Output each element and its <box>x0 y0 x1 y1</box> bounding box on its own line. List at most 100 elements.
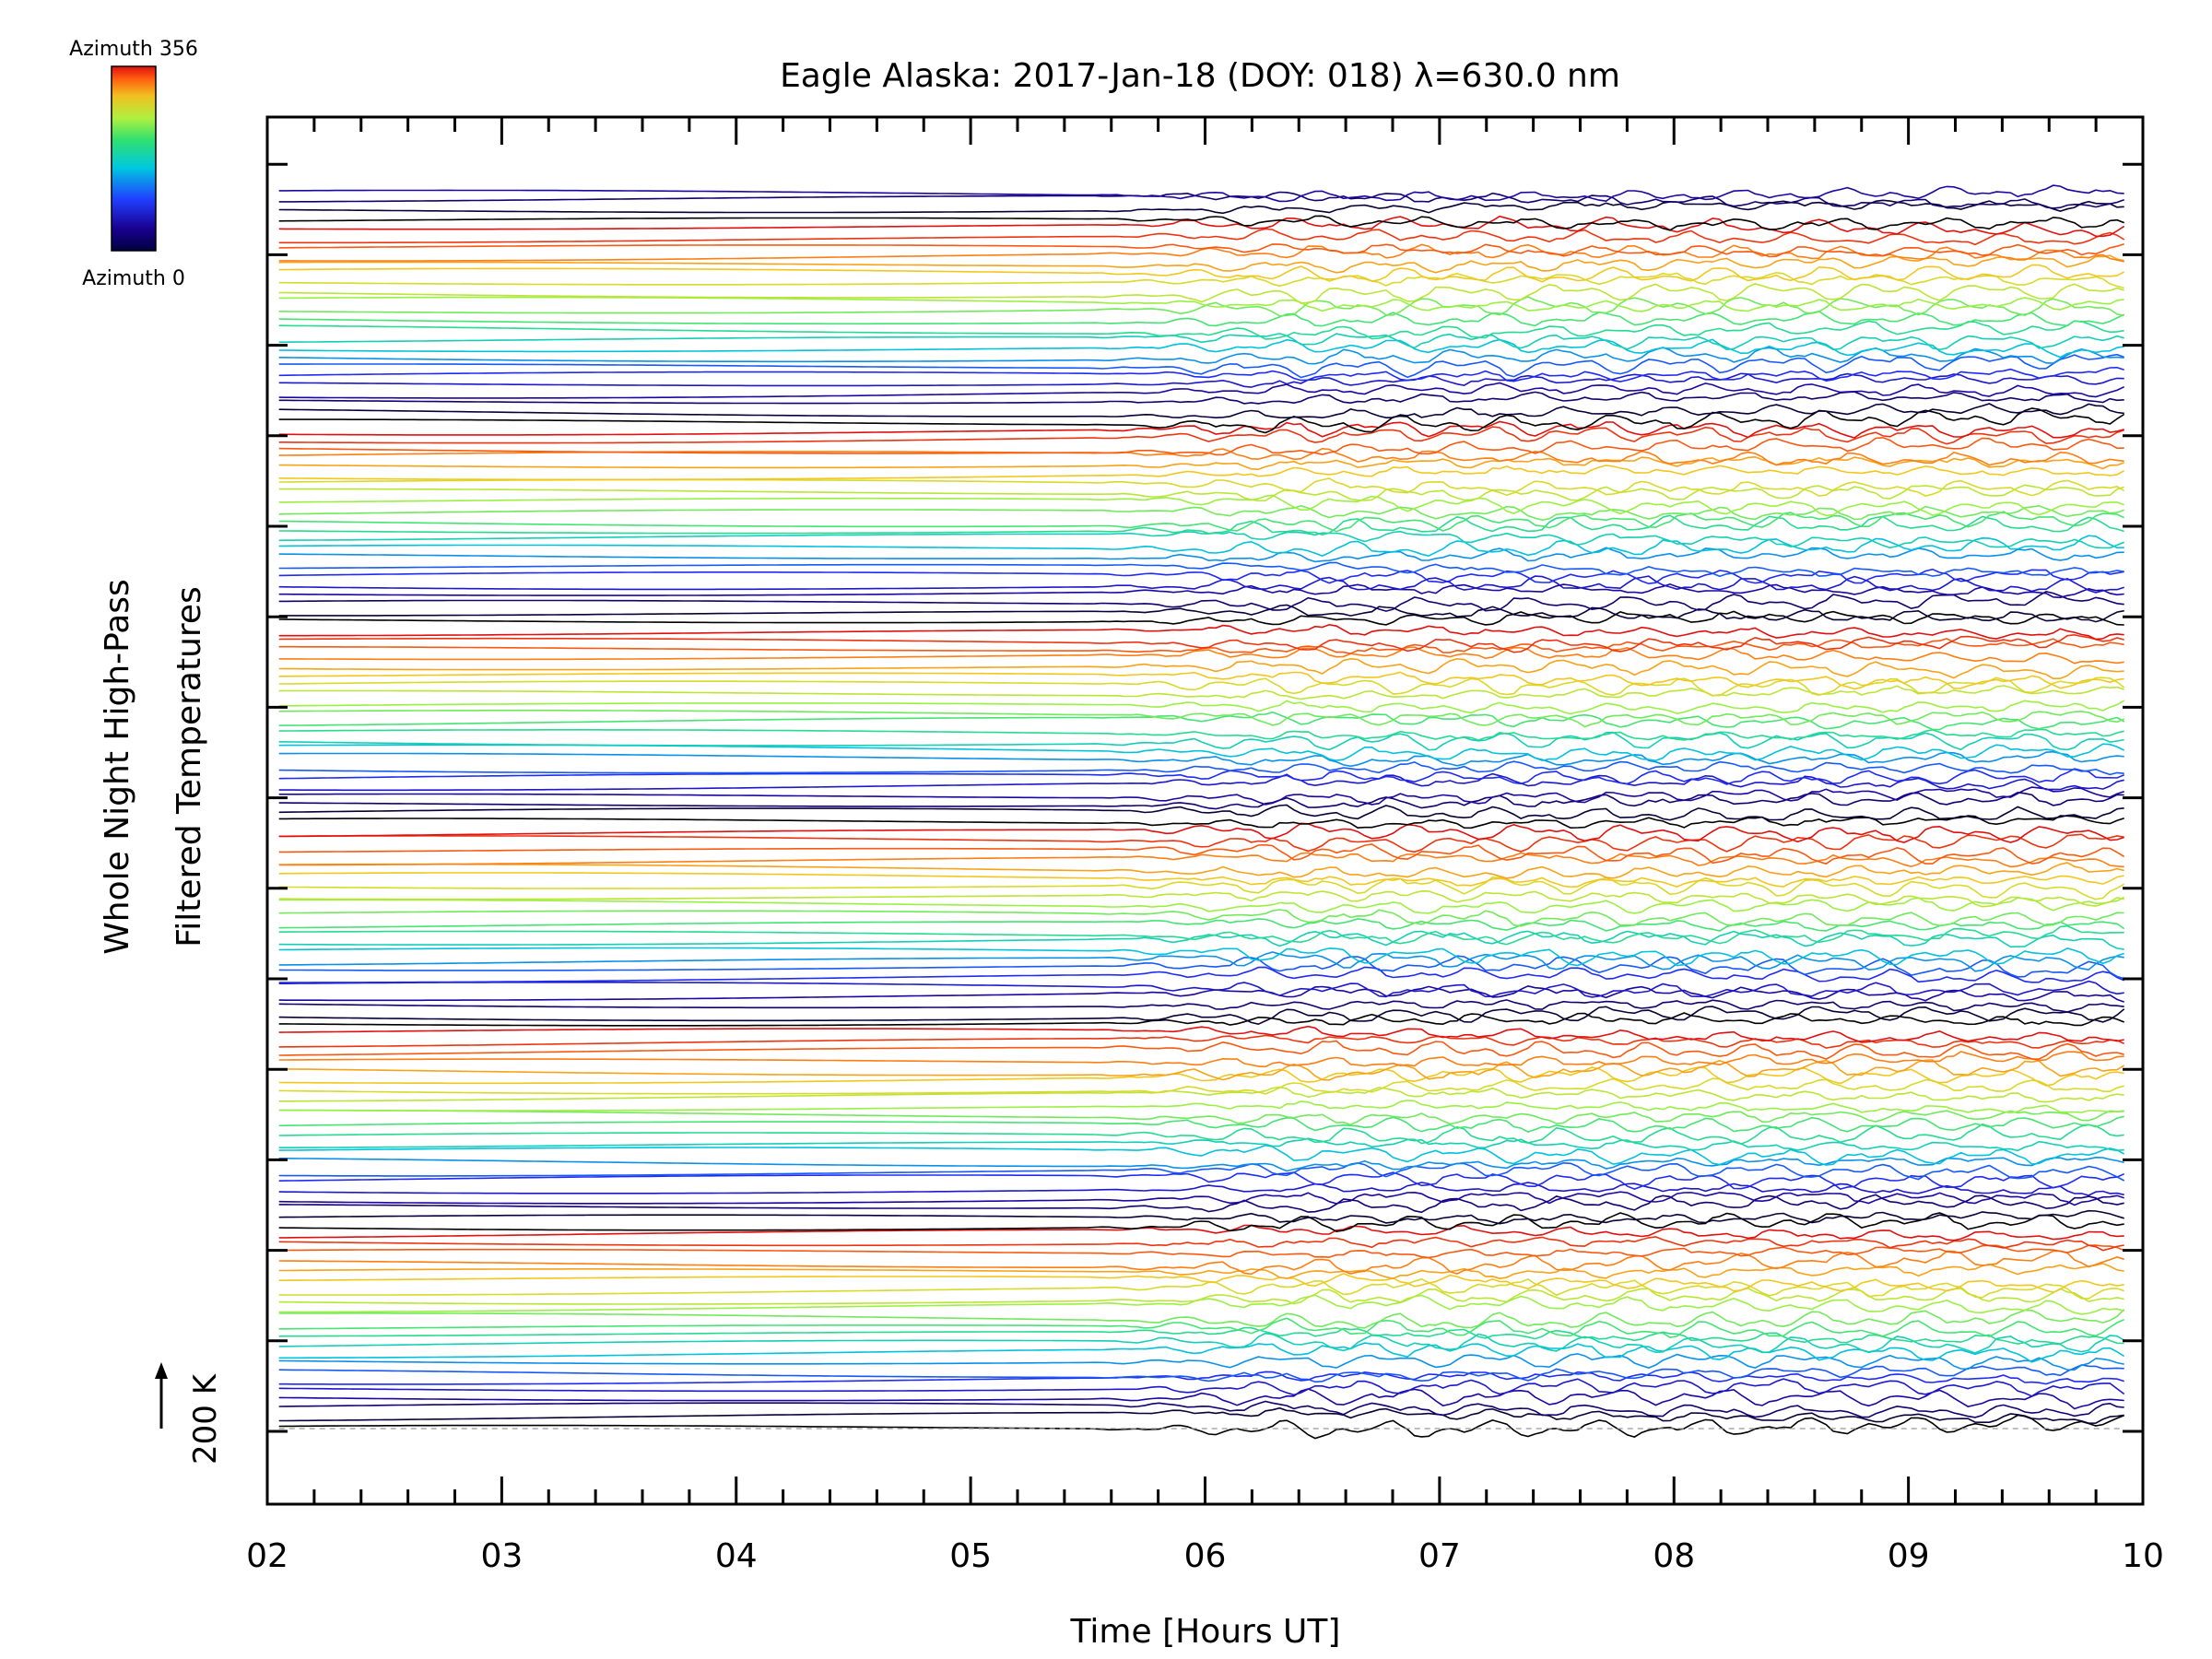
series-line <box>278 426 2124 445</box>
series-line <box>278 1066 2124 1087</box>
series-line <box>278 403 2124 419</box>
x-tick-label: 02 <box>246 1537 288 1575</box>
series-line <box>278 590 2124 612</box>
series-line <box>278 504 2124 522</box>
series-line <box>278 465 2125 481</box>
series-line <box>278 271 2124 289</box>
series-line <box>278 568 2124 585</box>
series-line <box>278 604 2124 623</box>
series-line <box>278 353 2124 379</box>
y-axis-label-line2: Filtered Temperatures <box>171 586 208 947</box>
scale-label: 200 K <box>187 1372 224 1465</box>
series-line <box>278 1244 2125 1259</box>
y-axis-label-line1: Whole Night High-Pass <box>99 579 136 955</box>
series-line <box>278 804 2124 821</box>
series-line <box>278 1137 2124 1152</box>
series-line <box>278 242 2124 258</box>
x-tick-label: 06 <box>1184 1537 1227 1575</box>
series-line <box>278 1194 2124 1214</box>
series-line <box>278 924 2124 946</box>
series-line <box>278 772 2124 792</box>
series-line <box>278 768 2125 785</box>
series-line <box>278 391 2124 405</box>
series-line <box>278 1277 2124 1300</box>
series-line <box>278 1273 2124 1294</box>
series-line <box>278 283 2124 304</box>
series-line <box>278 750 2124 768</box>
series-line <box>278 1077 2124 1095</box>
series-line <box>278 1086 2124 1103</box>
colorbar-bottom-label: Azimuth 0 <box>82 267 185 290</box>
series-line <box>278 1144 2125 1166</box>
x-tick-label: 05 <box>949 1537 992 1575</box>
series-line <box>278 646 2124 665</box>
series-line <box>278 484 2124 502</box>
series-line <box>278 561 2124 578</box>
series-line <box>278 1123 2124 1145</box>
series-line <box>278 909 2124 927</box>
series-line <box>278 1309 2125 1329</box>
series-line <box>278 1317 2125 1339</box>
series-line <box>278 347 2124 365</box>
series-line <box>278 1059 2125 1081</box>
x-tick-labels: 02 03 04 05 06 07 08 09 10 <box>246 1537 2164 1575</box>
series-line <box>278 1156 2124 1172</box>
series-line <box>278 633 2124 653</box>
series-line <box>278 822 2124 843</box>
series-line <box>278 455 2124 471</box>
series-line <box>278 1212 2124 1233</box>
series-line <box>278 710 2125 728</box>
series-line <box>278 638 2124 654</box>
series-line <box>278 1400 2124 1418</box>
series-line <box>278 843 2125 865</box>
series-line <box>278 876 2125 900</box>
x-tick-label: 03 <box>480 1537 523 1575</box>
series-line <box>278 1012 2124 1027</box>
series-line <box>278 199 2124 215</box>
colorbar: Azimuth 356 Azimuth 0 <box>69 38 198 290</box>
series-line <box>278 833 2124 853</box>
series-line <box>278 872 2124 888</box>
series-line <box>278 1262 2124 1280</box>
series-line <box>278 815 2124 830</box>
series-line <box>278 264 2125 283</box>
x-tick-label: 04 <box>715 1537 758 1575</box>
series-line <box>278 511 2125 533</box>
series-line <box>278 700 2125 715</box>
series-line <box>278 1006 2125 1026</box>
x-axis-label: Time [Hours UT] <box>1070 1613 1341 1651</box>
series-line <box>278 711 2125 731</box>
series-line <box>278 1051 2124 1068</box>
scale-indicator: 200 K <box>155 1362 224 1465</box>
series-line <box>278 1040 2124 1060</box>
series-line <box>278 623 2124 641</box>
plot-frame <box>265 115 2145 1506</box>
colorbar-top-label: Azimuth 356 <box>69 38 198 61</box>
series-line <box>278 980 2124 998</box>
series-line <box>278 760 2124 776</box>
series-line <box>278 254 2124 274</box>
series-line <box>278 582 2124 599</box>
series-line <box>278 1388 2124 1410</box>
series-line <box>278 966 2125 983</box>
series-line <box>278 1287 2124 1305</box>
series-line <box>278 1025 2124 1043</box>
series-line <box>278 1378 2125 1397</box>
series-line <box>278 862 2124 879</box>
x-tick-label: 08 <box>1653 1537 1695 1575</box>
series-line <box>278 657 2124 680</box>
tick-layer <box>265 117 2145 1504</box>
series-line <box>278 999 2124 1013</box>
series-line <box>278 1332 2125 1354</box>
series-line <box>278 547 2124 563</box>
x-tick-label: 07 <box>1418 1537 1461 1575</box>
series-line <box>278 494 2124 517</box>
series-line <box>278 1191 2124 1206</box>
series-line <box>278 296 2124 317</box>
series-line <box>278 382 2125 399</box>
series-line <box>278 889 2124 908</box>
series-line <box>278 1406 2124 1425</box>
series-line <box>278 731 2124 751</box>
series-line <box>278 320 2124 340</box>
